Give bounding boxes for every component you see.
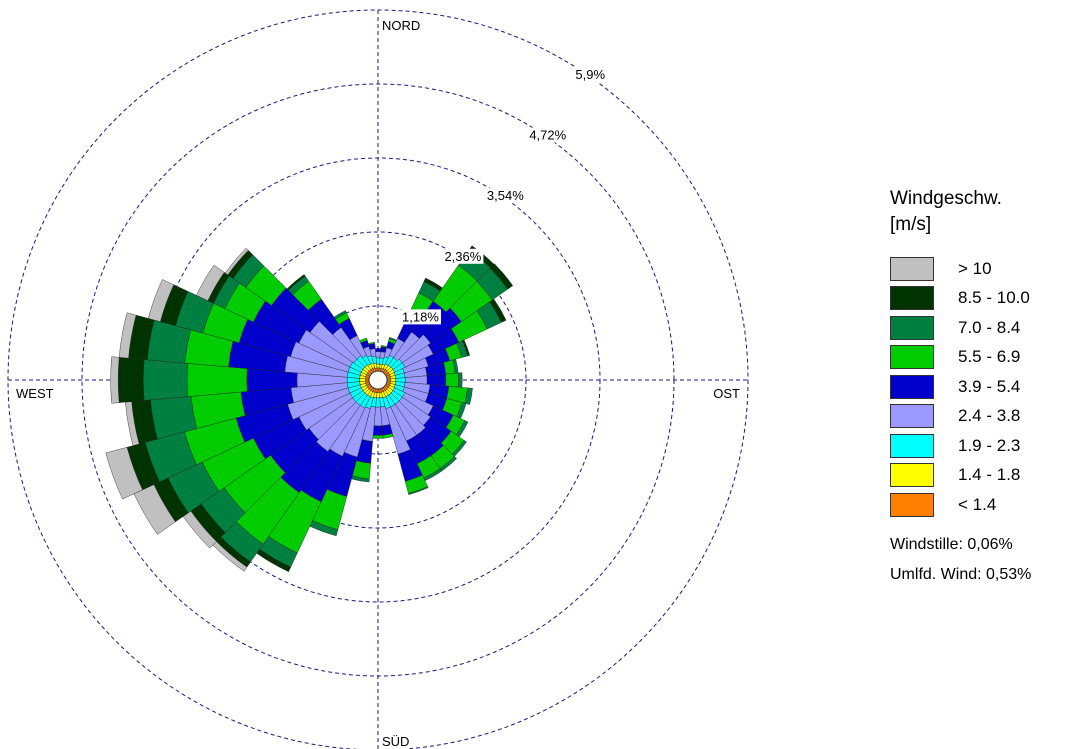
direction-label-south: SÜD (382, 734, 409, 749)
calm-note: Windstille: 0,06% (890, 535, 1013, 553)
legend-swatch (890, 345, 934, 370)
legend-label: 1.4 - 1.8 (958, 465, 1021, 485)
ring-label-bg-2 (442, 248, 484, 264)
legend-label: 3.9 - 5.4 (958, 376, 1021, 396)
ring-labels: 1,18% 2,36% 3,54% 4,72% 5,9% (399, 66, 608, 325)
sector-180-class-5 (372, 434, 384, 439)
sector-160-class-6 (408, 486, 429, 495)
sector-70-class-7 (462, 339, 470, 357)
sector-320-class-7 (286, 274, 306, 291)
sector-180-class-4 (372, 425, 384, 436)
legend-item: > 10 (890, 254, 1086, 284)
sector-250-class-8 (105, 447, 143, 500)
sector-50-class-7 (489, 263, 514, 290)
legend-title-line2: [m/s] (890, 214, 932, 235)
sector-300-class-8 (196, 264, 225, 301)
legend-label: < 1.4 (958, 494, 997, 514)
legend-swatch (890, 433, 934, 458)
legend-item: 1.9 - 2.3 (890, 431, 1086, 461)
ring-label-4: 4,72% (529, 128, 566, 143)
sector-100-class-6 (464, 387, 473, 405)
sector-270-class-8 (110, 356, 120, 404)
ring-label-bg-5 (573, 66, 608, 82)
compass-axes (8, 10, 748, 749)
legend-label: 7.0 - 8.4 (958, 317, 1021, 337)
direction-labels: NORD OST SÜD WEST (14, 18, 742, 749)
direction-label-bg-west (14, 386, 52, 402)
legend-items: > 10 8.5 - 10.0 7.0 - 8.4 5.5 - 6.9 3.9 - 5.… (890, 254, 1086, 520)
sector-90-class-6 (457, 372, 463, 388)
legend-swatch (890, 492, 934, 517)
direction-label-north: NORD (382, 18, 420, 33)
sector-340-class-5 (359, 337, 368, 344)
legend-swatch (890, 463, 934, 488)
sector-280-class-8 (118, 312, 137, 359)
direction-label-east: OST (713, 386, 740, 401)
legend-item: 2.4 - 3.8 (890, 402, 1086, 432)
sector-90-class-5 (445, 372, 459, 388)
ring-label-5: 5,9% (575, 67, 605, 82)
legend-item: 3.9 - 5.4 (890, 372, 1086, 402)
sector-90-class-4 (426, 373, 447, 387)
sector-330-class-6 (333, 310, 347, 320)
wind-sector-bars (105, 245, 514, 573)
direction-label-bg-south (380, 734, 410, 749)
sector-290-class-8 (147, 279, 175, 322)
legend-label: > 10 (958, 258, 992, 278)
legend-title-line1: Windgeschw. (890, 188, 1002, 209)
ring-label-bg-3 (484, 188, 526, 204)
direction-label-bg-north (380, 18, 418, 34)
variable-wind-note: Umlfd. Wind: 0,53% (890, 565, 1032, 583)
legend-title: Windgeschw. [m/s] (890, 186, 1086, 238)
legend-label: 1.9 - 2.3 (958, 435, 1021, 455)
legend-label: 5.5 - 6.9 (958, 347, 1021, 367)
sector-0-class-3 (375, 351, 381, 359)
direction-label-west: WEST (16, 386, 54, 401)
legend-item: 1.4 - 1.8 (890, 461, 1086, 491)
sector-270-class-6 (143, 359, 189, 401)
sector-60-class-7 (489, 298, 507, 323)
legend-label: 8.5 - 10.0 (958, 288, 1030, 308)
legend: Windgeschw. [m/s] > 10 8.5 - 10.0 7.0 - 8.… (890, 186, 1086, 590)
legend-label: 2.4 - 3.8 (958, 406, 1021, 426)
ring-label-3: 3,54% (487, 188, 524, 203)
ring-label-bg-4 (527, 127, 569, 143)
legend-swatch (890, 256, 934, 281)
ring-label-1: 1,18% (402, 309, 439, 324)
legend-item: < 1.4 (890, 490, 1086, 520)
legend-item: 7.0 - 8.4 (890, 313, 1086, 343)
legend-item: 8.5 - 10.0 (890, 284, 1086, 314)
ring-circle-5 (7, 9, 749, 749)
legend-notes: Windstille: 0,06% Umlfd. Wind: 0,53% (890, 530, 1086, 590)
sector-0-class-4 (375, 348, 381, 352)
ring-label-bg-1 (399, 309, 441, 325)
legend-swatch (890, 315, 934, 340)
sector-310-class-8 (224, 247, 249, 276)
sector-350-class-5 (367, 342, 376, 345)
ring-label-2: 2,36% (444, 249, 481, 264)
direction-label-bg-east (712, 386, 742, 402)
legend-swatch (890, 286, 934, 311)
calm-center-circle (368, 370, 388, 390)
sector-270-class-5 (186, 363, 248, 397)
legend-swatch (890, 374, 934, 399)
legend-swatch (890, 404, 934, 429)
sector-270-class-7 (117, 357, 145, 403)
wind-rose-chart: 1,18% 2,36% 3,54% 4,72% 5,9% NORD OST SÜD WEST (7, 9, 749, 749)
legend-item: 5.5 - 6.9 (890, 343, 1086, 373)
